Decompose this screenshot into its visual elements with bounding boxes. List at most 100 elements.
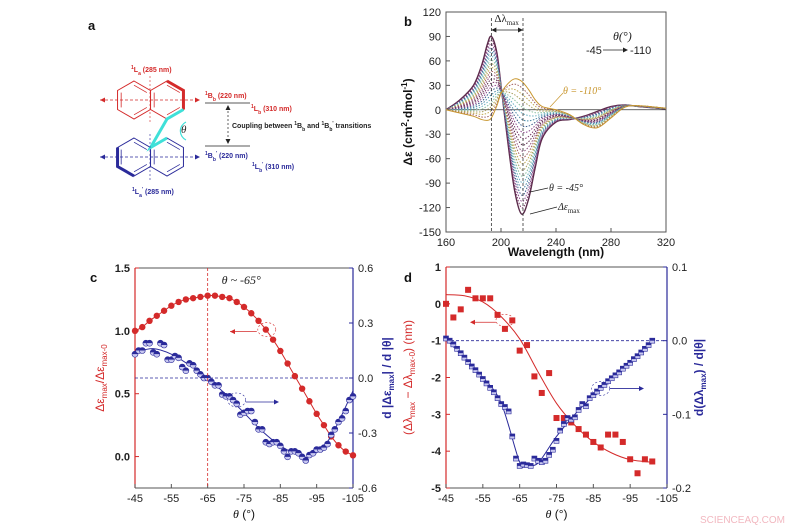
data-point-left bbox=[546, 370, 553, 377]
label-part: L bbox=[255, 164, 260, 171]
data-point-fill bbox=[302, 457, 309, 461]
data-point-fill bbox=[251, 419, 258, 422]
data-point-left bbox=[284, 360, 291, 367]
label-part: b bbox=[302, 127, 305, 133]
label-Lb-bottom: 1Lb' (310 nm) bbox=[252, 162, 294, 174]
data-point-left bbox=[457, 306, 464, 313]
fit-line-left bbox=[134, 295, 354, 456]
right-axis-pointer-head bbox=[274, 399, 279, 405]
data-point-fill bbox=[598, 385, 604, 388]
watermark: SCIENCEAQ.COM bbox=[700, 515, 785, 526]
left-y-tick-label: 0.0 bbox=[115, 452, 130, 464]
data-point-left bbox=[277, 347, 284, 355]
x-tick-label: 280 bbox=[602, 237, 620, 249]
data-point-fill bbox=[638, 349, 644, 353]
label-part: θ bbox=[233, 507, 239, 521]
data-point-left bbox=[349, 452, 357, 459]
label-part: ) (nm) bbox=[401, 320, 415, 352]
label-La-top: 1La (285 nm) bbox=[131, 65, 172, 77]
data-point-left bbox=[450, 314, 457, 321]
label-part: a bbox=[139, 193, 142, 199]
x-tick-label: -75 bbox=[549, 493, 565, 505]
series-line-intermediate bbox=[445, 78, 667, 146]
label-part: | / d |θ| bbox=[380, 337, 394, 374]
series-line-intermediate bbox=[445, 55, 667, 184]
theta-symbol: θ bbox=[181, 124, 187, 136]
double-bond bbox=[166, 141, 181, 150]
data-point-left bbox=[538, 389, 545, 396]
left-y-tick-label: 1 bbox=[435, 262, 441, 274]
data-point-fill bbox=[502, 404, 508, 407]
data-point-fill bbox=[546, 452, 552, 455]
data-point-fill bbox=[498, 401, 504, 405]
label-part: (220 nm) bbox=[217, 153, 248, 160]
theta-legend-title: θ(°) bbox=[613, 29, 632, 43]
y-tick-label: -30 bbox=[425, 129, 441, 141]
left-axis-pointer-head bbox=[470, 319, 475, 325]
data-point-fill bbox=[233, 400, 240, 404]
data-point-left bbox=[255, 317, 262, 324]
label-part: /Δε bbox=[93, 366, 107, 383]
series-line-intermediate bbox=[445, 47, 667, 196]
data-point-fill bbox=[579, 401, 585, 405]
data-point-left bbox=[320, 421, 328, 429]
label-part: -1 bbox=[400, 82, 409, 90]
label-part: max bbox=[568, 207, 581, 215]
label-part: L bbox=[254, 106, 259, 113]
data-point-fill bbox=[531, 456, 537, 459]
data-point-left bbox=[262, 326, 269, 333]
y-tick-label: -90 bbox=[425, 178, 441, 190]
data-point-fill bbox=[171, 353, 178, 356]
label-part: B bbox=[297, 123, 302, 130]
data-point-fill bbox=[186, 360, 193, 364]
data-point-fill bbox=[277, 442, 284, 446]
data-point-left bbox=[575, 426, 582, 433]
label-part: max bbox=[507, 19, 520, 27]
dihedral-bond bbox=[146, 108, 185, 152]
panel-label-a: a bbox=[88, 18, 96, 33]
data-point-fill bbox=[520, 461, 526, 465]
x-tick-label: -45 bbox=[438, 493, 454, 505]
series-line-intermediate bbox=[445, 74, 667, 152]
left-y-tick-label: 0 bbox=[435, 299, 441, 311]
data-point-fill bbox=[248, 408, 255, 411]
data-point-fill bbox=[649, 338, 655, 341]
label-part: (Δλ bbox=[401, 417, 415, 435]
data-point-fill bbox=[528, 463, 534, 466]
label-part: (220 nm) bbox=[216, 93, 247, 100]
label-part: b bbox=[213, 157, 216, 163]
data-point-fill bbox=[262, 439, 269, 443]
data-point-fill bbox=[146, 340, 153, 344]
left-y-tick-label: 0.5 bbox=[115, 389, 130, 401]
label-part: 1 bbox=[321, 121, 324, 127]
double-bond bbox=[133, 84, 148, 93]
data-point-fill bbox=[226, 393, 233, 397]
y-tick-label: 0 bbox=[435, 105, 441, 117]
label-part: max bbox=[387, 374, 396, 391]
label-part: ' bbox=[262, 162, 263, 168]
data-point-fill bbox=[193, 367, 200, 371]
data-point-left bbox=[211, 292, 219, 299]
x-tick-label: -55 bbox=[475, 493, 491, 505]
label-part: 1 bbox=[205, 151, 208, 157]
data-point-fill bbox=[568, 416, 574, 420]
label-part: Δλ bbox=[494, 13, 507, 25]
data-point-fill bbox=[587, 395, 593, 399]
data-point-fill bbox=[550, 447, 556, 450]
data-point-left bbox=[291, 372, 299, 380]
label-part: Δε (cm bbox=[401, 127, 415, 166]
theta-65-annotation: θ ~ -65° bbox=[222, 273, 261, 287]
x-tick-label: -65 bbox=[512, 493, 528, 505]
label-part: B bbox=[324, 123, 329, 130]
theta-45-pointer bbox=[529, 187, 549, 193]
panel-label-d: d bbox=[404, 270, 412, 285]
data-point-left bbox=[443, 300, 449, 307]
label-part: ) / d|θ| bbox=[692, 339, 706, 374]
right-y-axis-label: d(Δλmax) / d|θ| bbox=[692, 339, 708, 416]
label-Bb-top: 1Bb (220 nm) bbox=[205, 91, 247, 103]
right-y-tick-label: 0.0 bbox=[358, 373, 373, 385]
x-tick-label: -95 bbox=[309, 493, 325, 505]
data-point-fill bbox=[465, 359, 471, 363]
label-part: b bbox=[213, 97, 216, 103]
x-tick-label: -95 bbox=[622, 493, 638, 505]
